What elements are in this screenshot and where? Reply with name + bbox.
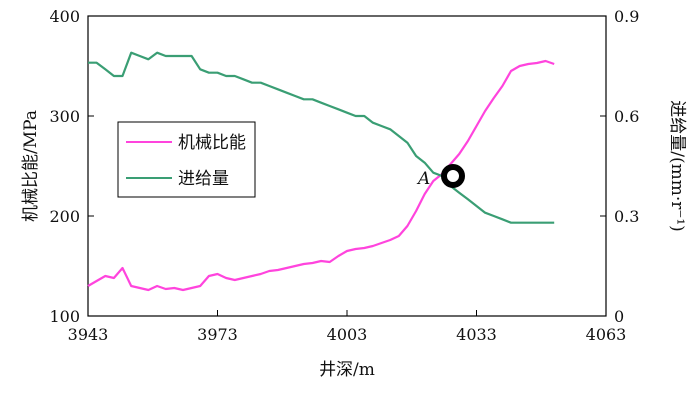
y-right-tick-label: 0.9 [614, 7, 639, 26]
series-layer [87, 51, 555, 292]
y-right-tick-label: 0 [614, 307, 624, 326]
x-tick-label: 4063 [586, 325, 627, 344]
legend-box [117, 121, 256, 198]
x-tick-label: 3973 [197, 325, 238, 344]
annotation-label: A [416, 169, 430, 189]
y-left-tick-label: 400 [49, 7, 80, 26]
series-line-1 [88, 51, 555, 224]
y-left-tick-label: 200 [49, 207, 80, 226]
legend-label-feed: 进给量 [178, 169, 229, 189]
x-tick-label: 4003 [327, 325, 368, 344]
x-tick-label: 4033 [456, 325, 497, 344]
series-line-0 [87, 59, 555, 292]
y-axis-left-title: 机械比能/MPa [21, 110, 41, 222]
annotation-ring [441, 164, 465, 188]
y-left-tick-label: 300 [49, 107, 80, 126]
y-right-tick-label: 0.6 [614, 107, 639, 126]
legend: 机械比能 进给量 [117, 121, 256, 198]
x-tick-label: 3943 [68, 325, 109, 344]
y-axis-right-title: 进给量/(mm·r⁻¹) [667, 100, 687, 232]
y-left-tick-label: 100 [49, 307, 80, 326]
axis-ticks: 3943 3973 4003 4033 4063 100 200 300 400 0 0.3 0.6 0… [49, 7, 639, 344]
x-axis-title: 井深/m [319, 360, 375, 380]
legend-label-sec: 机械比能 [178, 133, 246, 153]
y-right-tick-label: 0.3 [614, 207, 639, 226]
